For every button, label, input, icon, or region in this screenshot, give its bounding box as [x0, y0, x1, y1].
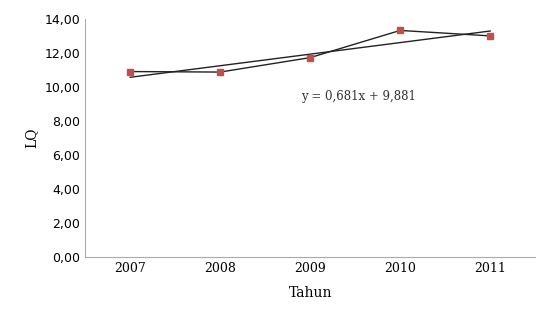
- Y-axis label: LQ: LQ: [25, 128, 39, 148]
- X-axis label: Tahun: Tahun: [288, 286, 332, 300]
- Text: y = 0,681x + 9,881: y = 0,681x + 9,881: [301, 91, 416, 103]
